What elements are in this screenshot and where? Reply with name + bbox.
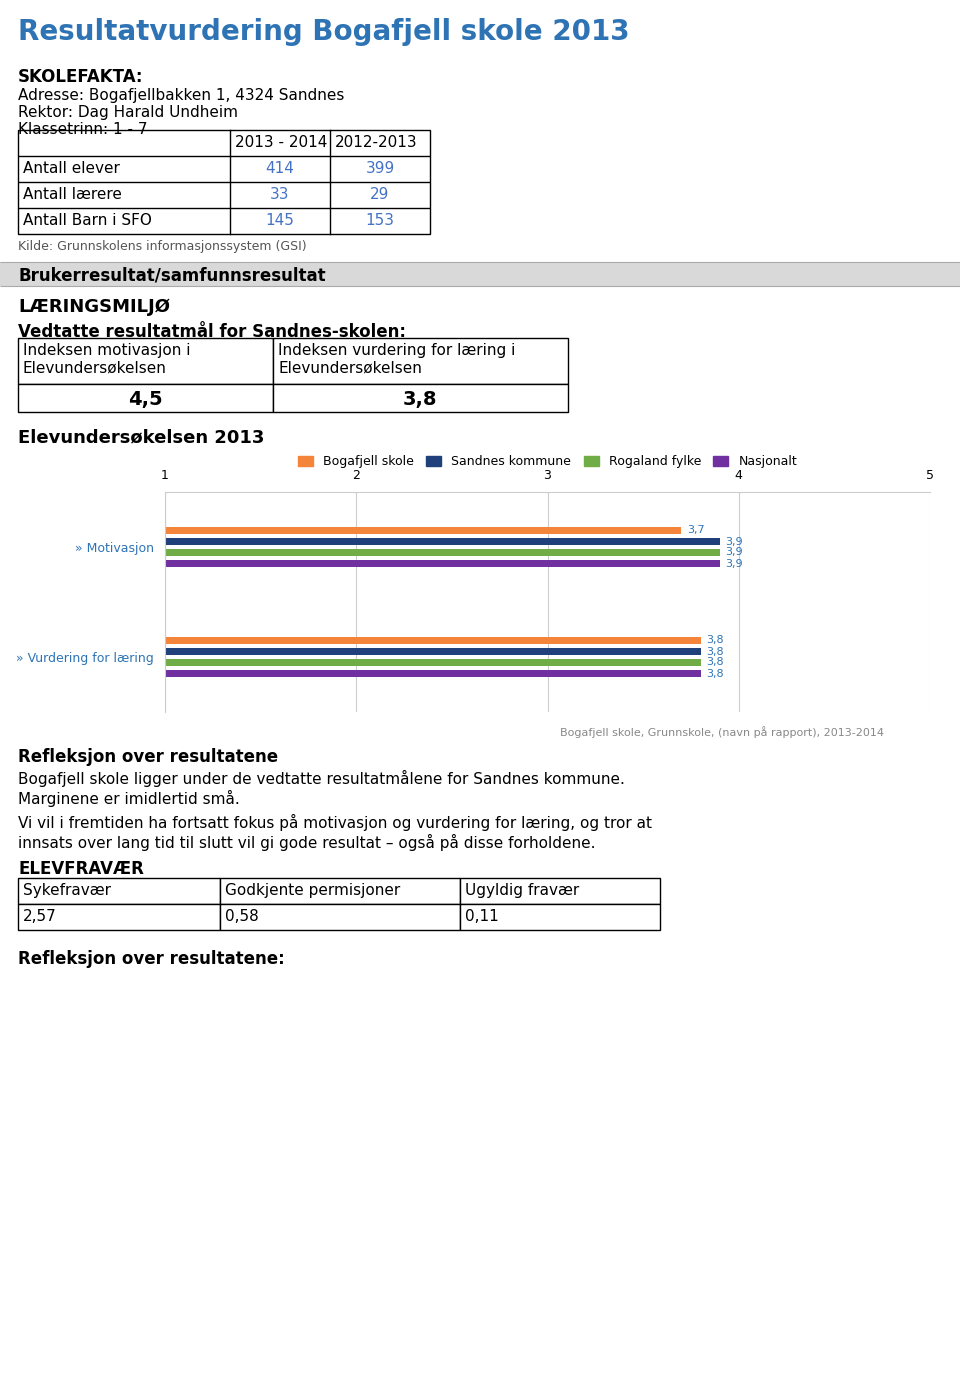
- Bar: [18, 338, 273, 383]
- Text: Bogafjell skole, Grunnskole, (navn på rapport), 2013-2014: Bogafjell skole, Grunnskole, (navn på ra…: [560, 725, 884, 738]
- Text: Klassetrinn: 1 - 7: Klassetrinn: 1 - 7: [18, 121, 148, 137]
- Text: Vi vil i fremtiden ha fortsatt fokus på motivasjon og vurdering for læring, og t: Vi vil i fremtiden ha fortsatt fokus på …: [18, 814, 652, 851]
- Text: Refleksjon over resultatene:: Refleksjon over resultatene:: [18, 950, 285, 968]
- Bar: [220, 878, 460, 905]
- Text: Refleksjon over resultatene: Refleksjon over resultatene: [18, 747, 278, 765]
- Text: Antall lærere: Antall lærere: [23, 188, 122, 201]
- Text: Sykefravær: Sykefravær: [23, 883, 111, 898]
- Bar: [165, 637, 701, 644]
- Text: 3,7: 3,7: [687, 525, 705, 535]
- Text: SKOLEFAKTA:: SKOLEFAKTA:: [18, 68, 143, 85]
- Text: 3,8: 3,8: [707, 647, 724, 656]
- Legend: Bogafjell skole, Sandnes kommune, Rogaland fylke, Nasjonalt: Bogafjell skole, Sandnes kommune, Rogala…: [298, 455, 797, 467]
- Text: Antall elever: Antall elever: [23, 161, 120, 177]
- Text: 4,5: 4,5: [128, 390, 162, 410]
- Text: 399: 399: [366, 161, 395, 177]
- Text: Ugyldig fravær: Ugyldig fravær: [465, 883, 579, 898]
- Text: 3,8: 3,8: [707, 636, 724, 645]
- Text: 33: 33: [271, 188, 290, 201]
- Text: Indeksen vurdering for læring i
Elevundersøkelsen: Indeksen vurdering for læring i Elevunde…: [278, 343, 516, 375]
- Bar: [165, 670, 701, 677]
- Bar: [165, 659, 701, 666]
- Bar: [18, 878, 220, 905]
- Text: 2012-2013: 2012-2013: [335, 135, 418, 150]
- Text: 414: 414: [266, 161, 295, 177]
- Text: Indeksen motivasjon i
Elevundersøkelsen: Indeksen motivasjon i Elevundersøkelsen: [23, 343, 190, 375]
- Text: 3,8: 3,8: [707, 658, 724, 667]
- Text: 3,9: 3,9: [726, 547, 743, 557]
- Text: Vedtatte resultatmål for Sandnes-skolen:: Vedtatte resultatmål for Sandnes-skolen:: [18, 323, 406, 341]
- Text: 145: 145: [266, 212, 295, 228]
- Text: Resultatvurdering Bogafjell skole 2013: Resultatvurdering Bogafjell skole 2013: [18, 18, 630, 46]
- Bar: [165, 560, 720, 567]
- Bar: [18, 130, 430, 234]
- Bar: [273, 338, 568, 383]
- Text: 3,9: 3,9: [726, 558, 743, 568]
- Bar: [18, 905, 220, 929]
- Text: LÆRINGSMILJØ: LÆRINGSMILJØ: [18, 298, 170, 316]
- Bar: [165, 527, 682, 534]
- Bar: [273, 383, 568, 412]
- Bar: [165, 549, 720, 556]
- Text: Kilde: Grunnskolens informasjonssystem (GSI): Kilde: Grunnskolens informasjonssystem (…: [18, 240, 306, 252]
- Text: 29: 29: [371, 188, 390, 201]
- Text: 0,58: 0,58: [225, 909, 259, 924]
- Bar: [460, 878, 660, 905]
- Bar: [18, 383, 273, 412]
- Text: ELEVFRAVÆR: ELEVFRAVÆR: [18, 860, 144, 878]
- Text: Godkjente permisjoner: Godkjente permisjoner: [225, 883, 400, 898]
- Bar: [165, 648, 701, 655]
- Text: Antall Barn i SFO: Antall Barn i SFO: [23, 212, 152, 228]
- Bar: [220, 905, 460, 929]
- Text: 2,57: 2,57: [23, 909, 57, 924]
- Text: 0,11: 0,11: [465, 909, 499, 924]
- Bar: [0, 262, 960, 285]
- Text: Bogafjell skole ligger under de vedtatte resultatmålene for Sandnes kommune.
Mar: Bogafjell skole ligger under de vedtatte…: [18, 769, 625, 807]
- Text: 3,8: 3,8: [403, 390, 437, 410]
- Text: Brukerresultat/samfunnsresultat: Brukerresultat/samfunnsresultat: [18, 266, 325, 284]
- Bar: [165, 538, 720, 545]
- Text: 2013 - 2014: 2013 - 2014: [235, 135, 327, 150]
- Text: 3,8: 3,8: [707, 669, 724, 678]
- Text: 3,9: 3,9: [726, 536, 743, 546]
- Text: Elevundersøkelsen 2013: Elevundersøkelsen 2013: [18, 427, 264, 445]
- Text: 153: 153: [366, 212, 395, 228]
- Text: Rektor: Dag Harald Undheim: Rektor: Dag Harald Undheim: [18, 105, 238, 120]
- Text: Adresse: Bogafjellbakken 1, 4324 Sandnes: Adresse: Bogafjellbakken 1, 4324 Sandnes: [18, 88, 345, 103]
- Bar: [460, 905, 660, 929]
